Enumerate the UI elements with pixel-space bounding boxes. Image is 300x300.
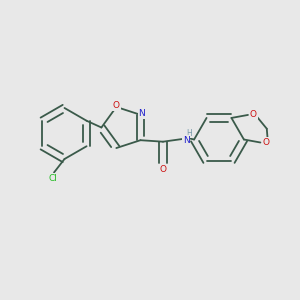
Text: O: O (160, 165, 167, 174)
Text: O: O (113, 101, 120, 110)
Text: O: O (250, 110, 257, 119)
Text: N: N (139, 109, 145, 118)
Text: O: O (262, 138, 269, 147)
Text: H: H (186, 129, 192, 138)
Text: Cl: Cl (48, 174, 57, 183)
Text: N: N (183, 136, 189, 145)
